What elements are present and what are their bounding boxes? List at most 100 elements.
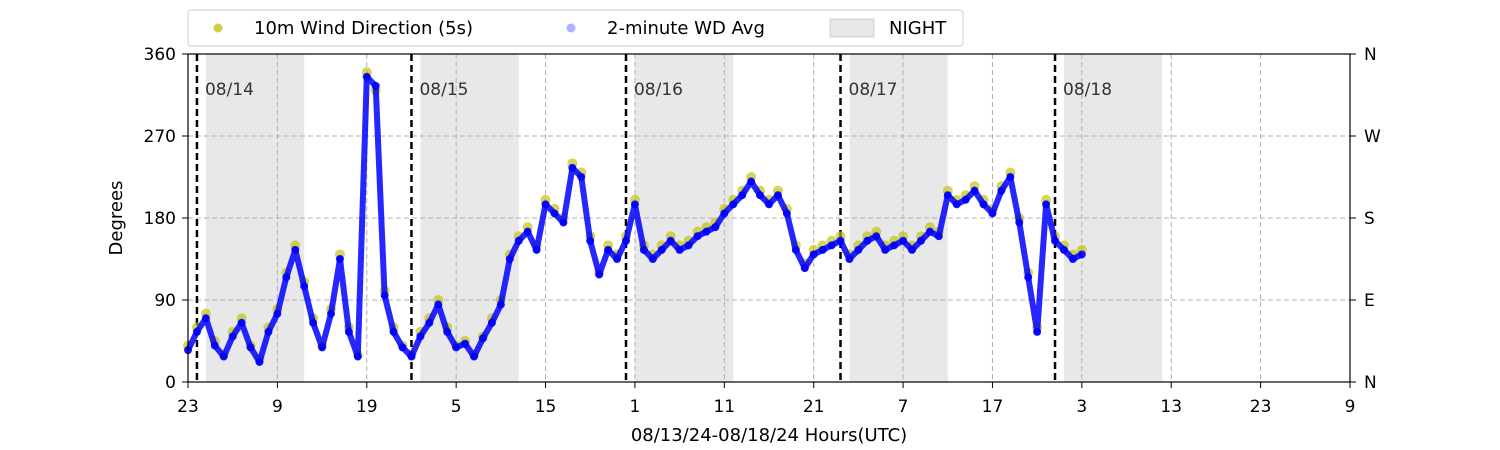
x-tick-label: 15 — [535, 397, 557, 417]
legend: 10m Wind Direction (5s) 2-minute WD Avg … — [187, 9, 964, 47]
x-tick-label: 23 — [1250, 397, 1272, 417]
avg-point — [872, 232, 881, 241]
avg-point — [443, 327, 452, 336]
avg-point — [702, 227, 711, 236]
legend-marker-wd-avg — [566, 23, 576, 33]
y-right-tick-label: E — [1364, 291, 1375, 311]
y-right-tick-label: N — [1364, 373, 1377, 393]
avg-point — [988, 209, 997, 218]
avg-point — [1042, 200, 1051, 209]
avg-point — [219, 352, 228, 361]
avg-point — [559, 218, 568, 227]
avg-point — [496, 300, 505, 309]
avg-point — [550, 209, 559, 218]
avg-point — [961, 195, 970, 204]
avg-point — [818, 245, 827, 254]
avg-point — [836, 236, 845, 245]
avg-point — [711, 223, 720, 232]
avg-point — [1059, 245, 1068, 254]
avg-point — [371, 81, 380, 90]
avg-point — [201, 314, 210, 323]
avg-point — [586, 236, 595, 245]
y-tick-label: 270 — [144, 127, 176, 147]
avg-point — [908, 245, 917, 254]
avg-point — [970, 186, 979, 195]
avg-point — [943, 191, 952, 200]
avg-point — [228, 332, 237, 341]
legend-label-night: NIGHT — [889, 18, 947, 39]
avg-point — [568, 163, 577, 172]
y-tick-label: 360 — [144, 45, 176, 65]
avg-point — [327, 309, 336, 318]
x-tick-label: 21 — [803, 397, 825, 417]
avg-point — [541, 200, 550, 209]
avg-point — [934, 232, 943, 241]
x-tick-label: 11 — [713, 397, 735, 417]
avg-point — [595, 270, 604, 279]
avg-point — [747, 177, 756, 186]
avg-point — [210, 341, 219, 350]
avg-point — [693, 232, 702, 241]
avg-point — [416, 332, 425, 341]
avg-point — [979, 200, 988, 209]
y-right-tick-label: S — [1364, 209, 1375, 229]
legend-frame — [187, 9, 964, 47]
avg-point — [684, 241, 693, 250]
x-tick-label: 23 — [177, 397, 199, 417]
avg-point — [756, 191, 765, 200]
x-tick-label: 5 — [451, 397, 462, 417]
avg-point — [1015, 218, 1024, 227]
avg-point — [738, 191, 747, 200]
x-tick-label: 13 — [1160, 397, 1182, 417]
avg-point — [997, 186, 1006, 195]
legend-label-wd-avg: 2-minute WD Avg — [607, 18, 765, 39]
avg-point — [800, 264, 809, 273]
avg-point — [648, 255, 657, 263]
avg-point — [720, 209, 729, 218]
avg-point — [1006, 173, 1015, 181]
avg-point — [470, 352, 479, 361]
avg-point — [1033, 327, 1042, 336]
x-tick-label: 9 — [272, 397, 283, 417]
y-right-tick-label: W — [1364, 127, 1381, 147]
avg-point — [1068, 255, 1077, 263]
avg-point — [425, 318, 434, 327]
series-layer — [183, 67, 1087, 366]
avg-point — [255, 357, 264, 366]
x-tick-label: 9 — [1345, 397, 1356, 417]
avg-point — [407, 352, 416, 361]
avg-point — [264, 327, 273, 336]
y-tick-label: 90 — [154, 291, 176, 311]
avg-point — [639, 245, 648, 254]
avg-point — [309, 318, 318, 327]
day-marker-label: 08/15 — [419, 80, 468, 100]
avg-point — [389, 327, 398, 336]
avg-point — [890, 241, 899, 250]
avg-point — [773, 191, 782, 200]
avg-point — [881, 245, 890, 254]
avg-point — [809, 250, 818, 259]
avg-point — [613, 255, 622, 263]
avg-point — [675, 245, 684, 254]
avg-point — [1024, 273, 1033, 282]
avg-point — [827, 241, 836, 250]
y-tick-label: 0 — [165, 373, 176, 393]
avg-point — [1051, 236, 1060, 245]
day-marker-label: 08/16 — [634, 80, 683, 100]
avg-point — [487, 318, 496, 327]
day-marker-layer: 08/14 08/15 08/16 08/17 08/18 — [195, 54, 1112, 382]
avg-point — [452, 343, 461, 352]
avg-point — [791, 245, 800, 254]
avg-point — [621, 236, 630, 245]
day-marker-label: 08/14 — [205, 80, 254, 100]
avg-point — [916, 236, 925, 245]
avg-point — [532, 245, 541, 254]
x-tick-label: 7 — [898, 397, 909, 417]
avg-point — [353, 352, 362, 361]
avg-point — [434, 300, 443, 309]
avg-point — [514, 236, 523, 245]
avg-point — [782, 209, 791, 218]
avg-point — [604, 245, 613, 254]
